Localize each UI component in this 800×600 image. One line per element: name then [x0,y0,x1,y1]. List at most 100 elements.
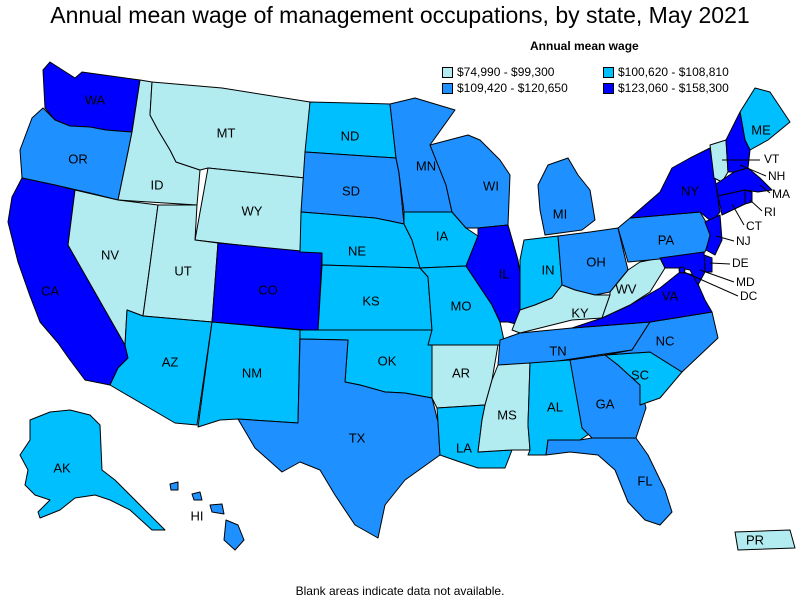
state-nj[interactable] [704,214,723,256]
label-ma: MA [772,187,790,201]
label-co: CO [258,282,278,297]
state-tx[interactable] [237,338,441,539]
state-ky[interactable] [511,284,611,334]
label-ca: CA [41,283,59,298]
label-tx: TX [349,430,366,445]
label-ky: KY [571,305,589,320]
label-ut: UT [174,263,191,278]
label-ms: MS [497,407,517,422]
state-va[interactable] [571,271,713,329]
state-hi-maui[interactable] [209,503,225,515]
state-me[interactable] [739,87,791,151]
label-tn: TN [549,343,566,358]
leader-de [709,262,731,265]
label-ri: RI [764,205,776,219]
label-wv: WV [616,281,637,296]
label-or: OR [68,151,88,166]
label-va: VA [662,288,679,303]
leader-md [699,269,735,283]
label-ny: NY [681,183,699,198]
label-ia: IA [436,228,449,243]
state-fl[interactable] [545,437,673,526]
state-il[interactable] [465,224,525,326]
leader-nh [739,164,767,177]
label-la: LA [456,440,472,455]
legend-label-tier-2: $100,620 - $108,810 [618,65,729,79]
legend-label-tier-4: $123,060 - $158,300 [618,81,729,95]
state-mt[interactable] [149,81,311,179]
label-mt: MT [217,125,236,140]
label-id: ID [151,177,164,192]
label-al: AL [547,399,563,414]
label-nv: NV [101,247,119,262]
legend-swatch-tier-1 [442,66,453,78]
label-nd: ND [341,128,360,143]
state-ri[interactable] [744,189,753,205]
label-mn: MN [416,158,436,173]
label-il: IL [499,266,510,281]
label-nm: NM [242,365,262,380]
legend-item-tier-1: $74,990 - $99,300 [442,65,554,79]
label-in: IN [542,262,555,277]
legend-item-tier-3: $109,420 - $120,650 [442,81,568,95]
label-pa: PA [658,232,675,247]
label-pr: PR [746,532,764,547]
label-dc: DC [740,289,758,303]
legend-label-tier-1: $74,990 - $99,300 [457,65,555,79]
label-ne: NE [348,243,366,258]
label-az: AZ [162,354,179,369]
label-ar: AR [452,365,470,380]
label-wy: WY [242,203,263,218]
label-oh: OH [586,254,606,269]
label-wi: WI [483,178,499,193]
label-mi: MI [553,206,567,221]
label-mo: MO [451,298,472,313]
label-ct: CT [746,219,763,233]
footer-note: Blank areas indicate data not available. [295,584,505,598]
state-hi-big-island[interactable] [223,519,245,551]
leader-ri [749,199,763,212]
legend-swatch-tier-2 [603,66,614,78]
state-ak[interactable] [19,409,166,531]
label-de: DE [732,256,749,270]
label-wa: WA [85,92,106,107]
label-hi: HI [191,508,204,523]
legend-item-tier-2: $100,620 - $108,810 [603,65,729,79]
legend-title: Annual mean wage [530,39,639,53]
legend-item-tier-4: $123,060 - $158,300 [603,81,729,95]
leader-ct [731,203,745,226]
map-title: Annual mean wage of management occupatio… [50,2,750,28]
label-fl: FL [637,473,652,488]
state-az[interactable] [109,309,213,426]
state-ny[interactable] [629,147,721,223]
legend-swatch-tier-4 [603,82,614,94]
leader-dc [683,271,739,297]
label-vt: VT [764,152,780,166]
state-mi[interactable] [537,157,596,236]
label-md: MD [736,275,755,289]
label-nj: NJ [736,234,751,248]
state-nh[interactable] [725,111,751,173]
state-ct[interactable] [717,189,746,216]
state-vt[interactable] [709,139,729,183]
state-pr[interactable] [734,529,796,551]
label-sd: SD [342,183,360,198]
legend-label-tier-3: $109,420 - $120,650 [457,81,568,95]
label-nc: NC [656,333,675,348]
leader-nj [715,235,735,242]
leader-ma [759,184,771,194]
label-ga: GA [596,396,615,411]
state-hi-kauai[interactable] [169,481,179,491]
state-dc[interactable] [678,266,686,274]
label-ks: KS [362,293,380,308]
state-wv[interactable] [601,257,666,319]
hawaii-islands [169,481,245,551]
label-sc: SC [631,367,649,382]
label-ak: AK [53,460,71,475]
label-me: ME [751,122,771,137]
label-nh: NH [768,169,785,183]
legend-swatch-tier-3 [442,82,453,94]
label-ok: OK [378,353,397,368]
state-hi-oahu[interactable] [191,491,203,501]
